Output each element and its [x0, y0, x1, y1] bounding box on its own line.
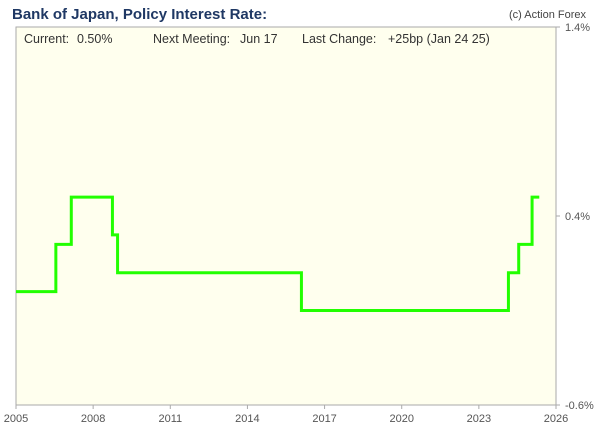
next-meeting-label: Next Meeting:: [153, 32, 230, 46]
x-tick-label: 2005: [4, 413, 28, 425]
copyright-text: (c) Action Forex: [508, 9, 586, 21]
y-axis-ticks: 1.4% 0.4% -0.6%: [556, 22, 594, 412]
last-change-label: Last Change:: [302, 32, 376, 46]
chart-title: Bank of Japan, Policy Interest Rate:: [12, 6, 268, 23]
plot-area: [15, 26, 557, 406]
x-tick-label: 2008: [81, 413, 105, 425]
x-tick-label: 2011: [158, 413, 182, 425]
current-value: 0.50%: [77, 32, 112, 46]
y-tick-label: 1.4%: [565, 22, 590, 34]
x-tick-label: 2026: [544, 413, 568, 425]
next-meeting-value: Jun 17: [240, 32, 278, 46]
y-tick-label: 0.4%: [565, 211, 590, 223]
stats-bar: Current: 0.50% Next Meeting: Jun 17 Last…: [24, 32, 490, 46]
x-tick-label: 2023: [467, 413, 491, 425]
x-tick-label: 2014: [235, 413, 259, 425]
x-axis-ticks: 2005 2008 2011 2014 2017 2020 2023 2026: [4, 405, 568, 425]
rate-series-line: [16, 195, 540, 312]
x-tick-label: 2017: [312, 413, 336, 425]
x-tick-label: 2020: [389, 413, 413, 425]
y-tick-label: -0.6%: [565, 400, 594, 412]
series-layer: [16, 195, 540, 312]
last-change-value: +25bp (Jan 24 25): [388, 32, 490, 46]
current-label: Current:: [24, 32, 69, 46]
